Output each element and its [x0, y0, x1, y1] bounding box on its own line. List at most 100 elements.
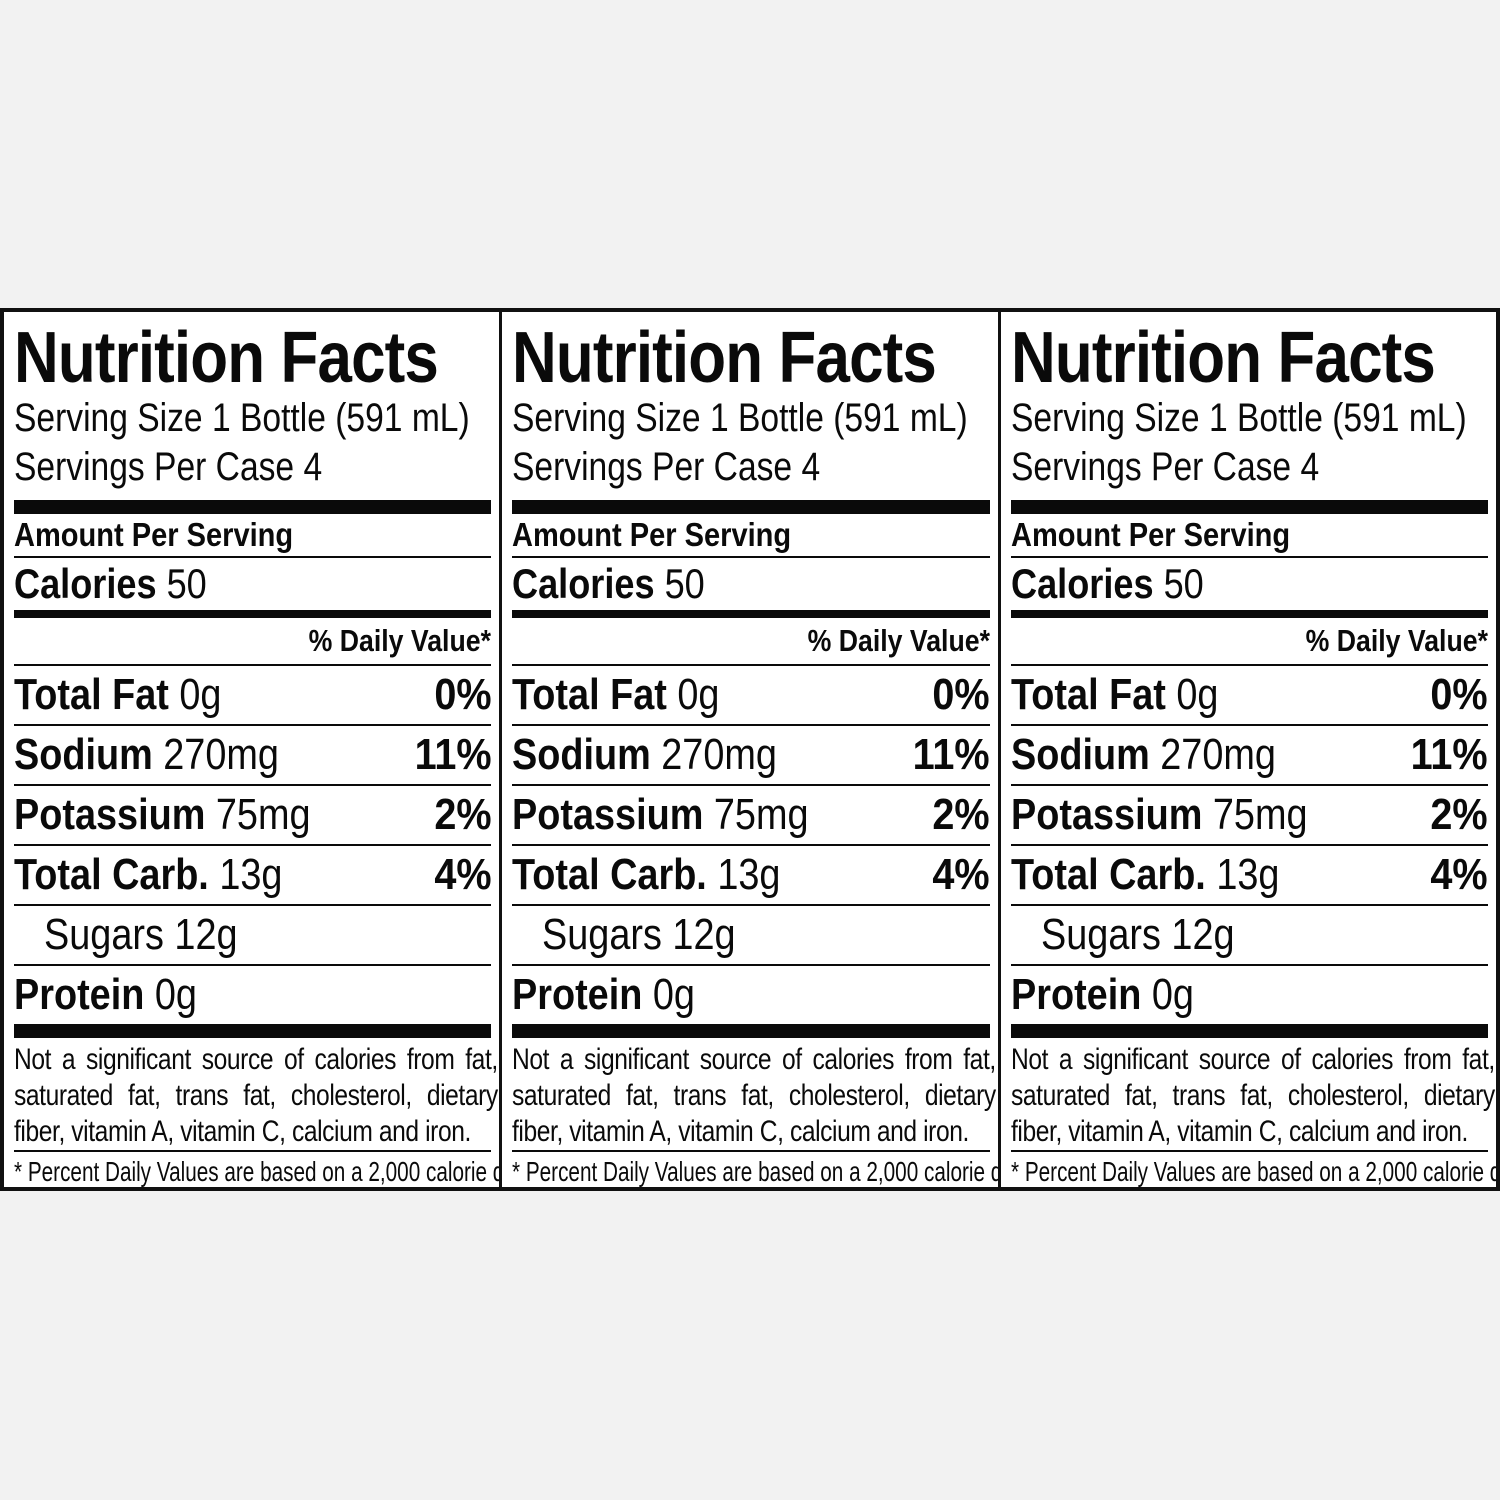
servings-per-case: Servings Per Case 4 — [1010, 444, 1319, 489]
medium-divider — [1010, 609, 1488, 618]
nutrient-name: Protein — [512, 969, 643, 1019]
divider — [1010, 663, 1488, 666]
nutrient-list: Total Fat 0g 0% Sodium 270mg 11% Potassi… — [512, 666, 990, 1024]
daily-value-footnote: * Percent Daily Values are based on a 2,… — [1010, 1155, 1496, 1187]
nutrient-amount: 0g — [154, 969, 197, 1019]
nutrient-row: Potassium 75mg 2% — [14, 786, 491, 844]
thick-divider — [14, 1023, 492, 1038]
nutrient-daily-value: 0% — [932, 669, 990, 719]
nutrition-panel: Nutrition Facts Serving Size 1 Bottle (5… — [997, 312, 1496, 1187]
nutrient-row: Potassium 75mg 2% — [1011, 786, 1488, 844]
serving-size: Serving Size 1 Bottle (591 mL) — [1010, 396, 1467, 440]
nutrient-amount: 13g — [717, 849, 781, 899]
daily-value-footnote: * Percent Daily Values are based on a 2,… — [14, 1155, 500, 1187]
nutrient-row: Protein 0g — [512, 966, 989, 1024]
thick-divider — [512, 499, 990, 514]
divider — [512, 663, 990, 666]
nutrient-name: Total Fat — [1010, 669, 1166, 719]
calories-row: Calories 50 — [1011, 558, 1488, 610]
nutrient-row: Total Carb. 13g 4% — [14, 846, 491, 904]
medium-divider — [512, 609, 990, 618]
calories-label: Calories — [14, 559, 157, 607]
not-significant-note: Not a significant source of calories fro… — [1010, 1042, 1495, 1148]
nutrient-amount: 75mg — [1212, 789, 1308, 839]
nutrient-amount: 0g — [179, 669, 222, 719]
divider — [512, 903, 990, 906]
nutrient-daily-value: 4% — [932, 849, 990, 899]
divider — [14, 663, 492, 666]
not-significant-note: Not a significant source of calories fro… — [14, 1042, 498, 1148]
nutrient-name: Sugars 12g — [1040, 909, 1235, 959]
nutrient-name: Sugars 12g — [542, 909, 736, 959]
thick-divider — [1010, 499, 1488, 514]
nutrient-name: Potassium — [1010, 789, 1203, 839]
nutrient-daily-value: 4% — [1430, 849, 1488, 899]
calories-row: Calories 50 — [512, 558, 989, 610]
nutrient-daily-value: 11% — [912, 729, 990, 779]
nutrient-amount: 0g — [677, 669, 720, 719]
nutrient-name: Protein — [1010, 969, 1142, 1019]
nutrient-name: Potassium — [14, 789, 206, 839]
daily-value-header-row: % Daily Value* — [1011, 618, 1488, 664]
divider — [14, 723, 492, 726]
divider — [1010, 963, 1488, 966]
nutrient-row: Protein 0g — [14, 966, 491, 1024]
calories-label: Calories — [512, 559, 655, 607]
nutrient-name: Total Carb. — [14, 849, 209, 899]
nutrient-amount: 270mg — [661, 729, 778, 779]
nutrient-name: Protein — [14, 969, 145, 1019]
daily-value-header: % Daily Value* — [1305, 622, 1488, 658]
nutrient-daily-value: 11% — [414, 729, 492, 779]
nutrient-amount: 0g — [1176, 669, 1219, 719]
divider — [14, 555, 492, 558]
nutrient-row: Sugars 12g — [14, 906, 491, 964]
nutrient-amount: 13g — [219, 849, 283, 899]
calories-value: 50 — [166, 559, 207, 607]
serving-size: Serving Size 1 Bottle (591 mL) — [512, 396, 969, 440]
not-significant-note: Not a significant source of calories fro… — [512, 1042, 997, 1148]
nutrient-name: Total Fat — [512, 669, 668, 719]
thick-divider — [14, 499, 492, 514]
nutrient-amount: 270mg — [163, 729, 279, 779]
panel-title: Nutrition Facts — [14, 318, 439, 398]
nutrient-row: Total Carb. 13g 4% — [512, 846, 989, 904]
nutrient-row: Protein 0g — [1011, 966, 1488, 1024]
calories-row: Calories 50 — [14, 558, 491, 610]
nutrient-row: Total Fat 0g 0% — [14, 666, 491, 724]
divider — [1010, 783, 1488, 786]
amount-per-serving: Amount Per Serving — [1010, 515, 1290, 553]
divider — [14, 963, 492, 966]
divider — [14, 783, 492, 786]
daily-value-header: % Daily Value* — [309, 622, 492, 658]
nutrient-row: Sugars 12g — [512, 906, 989, 964]
panel-title: Nutrition Facts — [1010, 318, 1436, 398]
nutrient-amount: 0g — [653, 969, 696, 1019]
divider — [512, 843, 990, 846]
nutrient-name: Sugars 12g — [44, 909, 238, 959]
nutrient-row: Total Carb. 13g 4% — [1011, 846, 1488, 904]
nutrient-row: Total Fat 0g 0% — [512, 666, 989, 724]
nutrient-name: Sodium — [14, 729, 153, 779]
divider — [1010, 723, 1488, 726]
serving-size: Serving Size 1 Bottle (591 mL) — [14, 396, 470, 440]
nutrient-daily-value: 2% — [1430, 789, 1488, 839]
thick-divider — [1010, 1023, 1488, 1038]
amount-per-serving: Amount Per Serving — [14, 515, 294, 553]
divider — [14, 903, 492, 906]
nutrition-labels-strip: Nutrition Facts Serving Size 1 Bottle (5… — [0, 308, 1500, 1191]
daily-value-footnote: * Percent Daily Values are based on a 2,… — [512, 1155, 998, 1187]
nutrient-amount: 0g — [1151, 969, 1194, 1019]
servings-per-case: Servings Per Case 4 — [14, 444, 323, 489]
divider — [14, 1149, 492, 1152]
medium-divider — [14, 609, 492, 618]
nutrient-row: Sugars 12g — [1011, 906, 1488, 964]
nutrient-amount: 75mg — [215, 789, 311, 839]
nutrient-daily-value: 2% — [932, 789, 990, 839]
nutrient-amount: 75mg — [714, 789, 809, 839]
nutrient-name: Total Carb. — [1010, 849, 1206, 899]
nutrient-amount: 13g — [1215, 849, 1280, 899]
divider — [1010, 1149, 1488, 1152]
nutrient-daily-value: 2% — [434, 789, 492, 839]
nutrient-name: Total Carb. — [512, 849, 708, 899]
nutrient-list: Total Fat 0g 0% Sodium 270mg 11% Potassi… — [14, 666, 492, 1024]
